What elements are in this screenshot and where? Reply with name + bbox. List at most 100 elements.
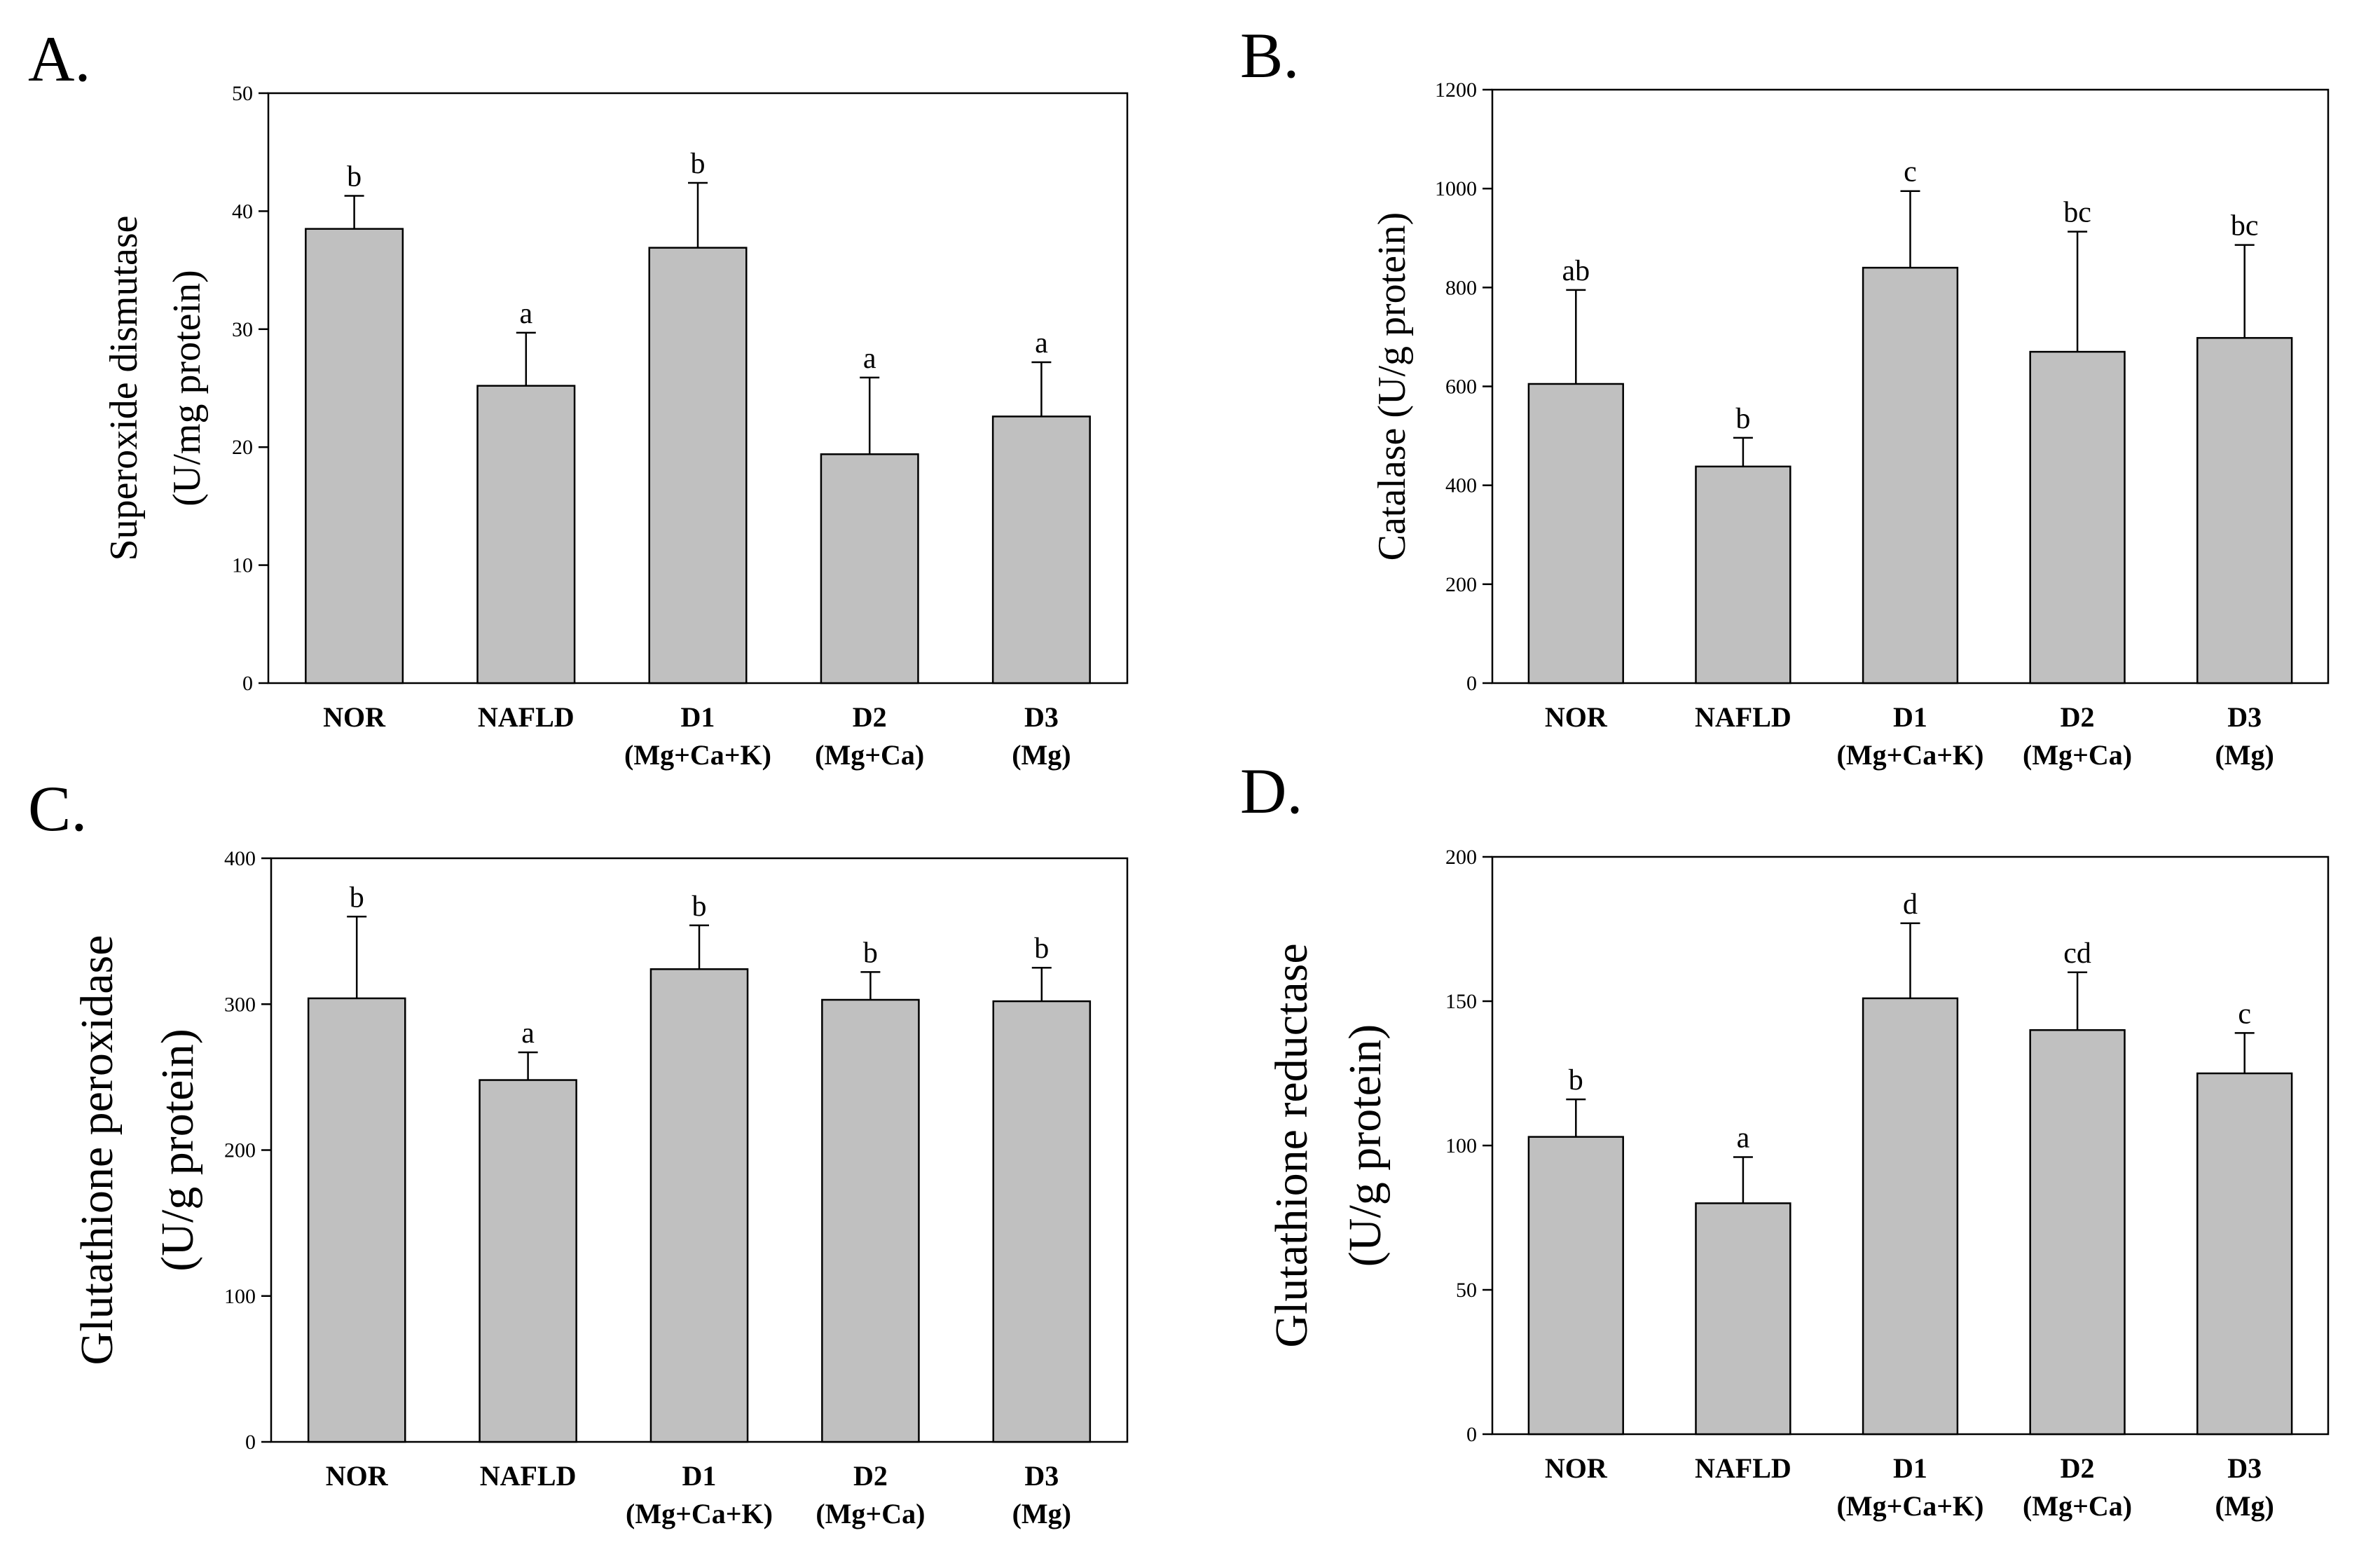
significance-label: b <box>347 161 362 193</box>
y-axis-label: Glutathione peroxidase <box>71 935 123 1366</box>
y-tick-label: 40 <box>232 200 253 223</box>
y-tick-label: 50 <box>1456 1279 1477 1302</box>
significance-label: b <box>1034 933 1049 965</box>
significance-label: b <box>863 937 878 969</box>
y-tick-label: 1000 <box>1435 177 1477 200</box>
category-label: NOR <box>323 701 386 733</box>
category-label: NOR <box>326 1460 389 1492</box>
category-sublabel: (Mg) <box>1012 1498 1071 1529</box>
category-sublabel: (Mg) <box>2215 1490 2274 1522</box>
category-label: D1 <box>1893 1452 1927 1484</box>
y-axis-label: (U/mg protein) <box>165 270 209 506</box>
chart-panel-3: C. 0 100 200 300 400 Glutathione peroxidase (U/… <box>28 773 1129 1529</box>
category-label: D3 <box>1024 1460 1059 1492</box>
significance-label: a <box>1035 327 1048 359</box>
y-axis-label: Glutathione reductase <box>1266 943 1317 1347</box>
significance-label: b <box>1569 1064 1583 1096</box>
y-tick-label: 50 <box>232 82 253 105</box>
bar <box>992 1000 1092 1443</box>
panel-letter: B. <box>1240 20 1299 91</box>
category-sublabel: (Mg+Ca+K) <box>1837 1490 1984 1522</box>
significance-label: b <box>1735 403 1750 435</box>
category-sublabel: (Mg+Ca) <box>2023 739 2132 771</box>
category-sublabel: (Mg+Ca) <box>2023 1490 2132 1522</box>
bar <box>1862 266 1959 685</box>
y-tick-label: 1200 <box>1435 78 1477 102</box>
y-tick-label: 100 <box>224 1285 256 1308</box>
bar <box>820 453 919 685</box>
bar <box>307 997 406 1443</box>
category-label: D3 <box>2227 1452 2262 1484</box>
y-tick-label: 400 <box>224 847 256 870</box>
bar <box>479 1079 577 1443</box>
category-sublabel: (Mg) <box>1012 739 1071 771</box>
bar <box>649 968 749 1443</box>
bar <box>1862 997 1959 1436</box>
category-label: D3 <box>2227 701 2262 733</box>
y-axis-label: (U/g protein) <box>1340 1024 1391 1267</box>
chart-panel-4: D. 0 50 100 150 200 Glutathione reductase (U/g … <box>1240 755 2330 1522</box>
category-sublabel: (Mg+Ca+K) <box>626 1498 773 1529</box>
significance-label: cd <box>2063 937 2091 970</box>
bar <box>1695 1202 1791 1436</box>
category-label: NOR <box>1545 701 1608 733</box>
category-label: D2 <box>2061 701 2095 733</box>
category-sublabel: (Mg) <box>2215 739 2274 771</box>
category-sublabel: (Mg+Ca) <box>816 1498 925 1529</box>
bar <box>1527 1136 1624 1436</box>
significance-label: c <box>1904 156 1917 188</box>
panel-letter: C. <box>28 773 87 844</box>
significance-label: b <box>692 890 707 923</box>
y-tick-label: 0 <box>1466 1423 1477 1446</box>
bar <box>305 228 404 685</box>
significance-label: b <box>691 148 706 180</box>
y-tick-label: 600 <box>1445 376 1477 399</box>
significance-label: a <box>521 1017 535 1050</box>
category-label: D2 <box>853 701 887 733</box>
y-tick-label: 100 <box>1445 1134 1477 1157</box>
significance-label: a <box>519 298 532 330</box>
significance-label: bc <box>2231 210 2259 242</box>
category-label: D1 <box>1893 701 1927 733</box>
significance-label: ab <box>1562 255 1590 287</box>
bar <box>1527 383 1624 685</box>
significance-label: d <box>1903 888 1918 921</box>
y-axis-label: Catalase (U/g protein) <box>1370 212 1414 561</box>
category-label: D2 <box>853 1460 888 1492</box>
bar <box>991 415 1091 685</box>
bar <box>2196 337 2293 685</box>
significance-label: a <box>863 343 876 375</box>
category-label: NAFLD <box>478 701 575 733</box>
bar <box>2029 1029 2126 1436</box>
category-label: D1 <box>681 701 715 733</box>
category-label: NOR <box>1545 1452 1608 1484</box>
y-tick-label: 0 <box>242 672 253 695</box>
y-axis-label: Superoxide dismutase <box>102 215 146 561</box>
y-tick-label: 200 <box>224 1139 256 1162</box>
significance-label: c <box>2238 998 2251 1030</box>
bar <box>821 998 920 1443</box>
category-sublabel: (Mg+Ca+K) <box>624 739 771 771</box>
category-label: D2 <box>2061 1452 2095 1484</box>
category-label: NAFLD <box>1695 701 1791 733</box>
category-label: D3 <box>1024 701 1059 733</box>
y-tick-label: 300 <box>224 993 256 1016</box>
significance-label: bc <box>2063 197 2091 229</box>
y-tick-label: 30 <box>232 318 253 341</box>
category-label: NAFLD <box>1695 1452 1791 1484</box>
chart-panel-2: B. 0 200 400 600 800 1000 1200 Catalase (U/g pro… <box>1240 20 2330 771</box>
y-tick-label: 0 <box>245 1431 256 1454</box>
y-tick-label: 150 <box>1445 990 1477 1013</box>
bar <box>2029 350 2126 685</box>
significance-label: b <box>350 881 364 914</box>
y-tick-label: 10 <box>232 554 253 577</box>
panel-letter: A. <box>28 23 90 95</box>
category-sublabel: (Mg+Ca+K) <box>1837 739 1984 771</box>
y-tick-label: 0 <box>1466 672 1477 695</box>
category-label: D1 <box>682 1460 717 1492</box>
y-tick-label: 200 <box>1445 573 1477 596</box>
y-tick-label: 400 <box>1445 474 1477 497</box>
y-tick-label: 20 <box>232 436 253 459</box>
panel-letter: D. <box>1240 755 1302 827</box>
